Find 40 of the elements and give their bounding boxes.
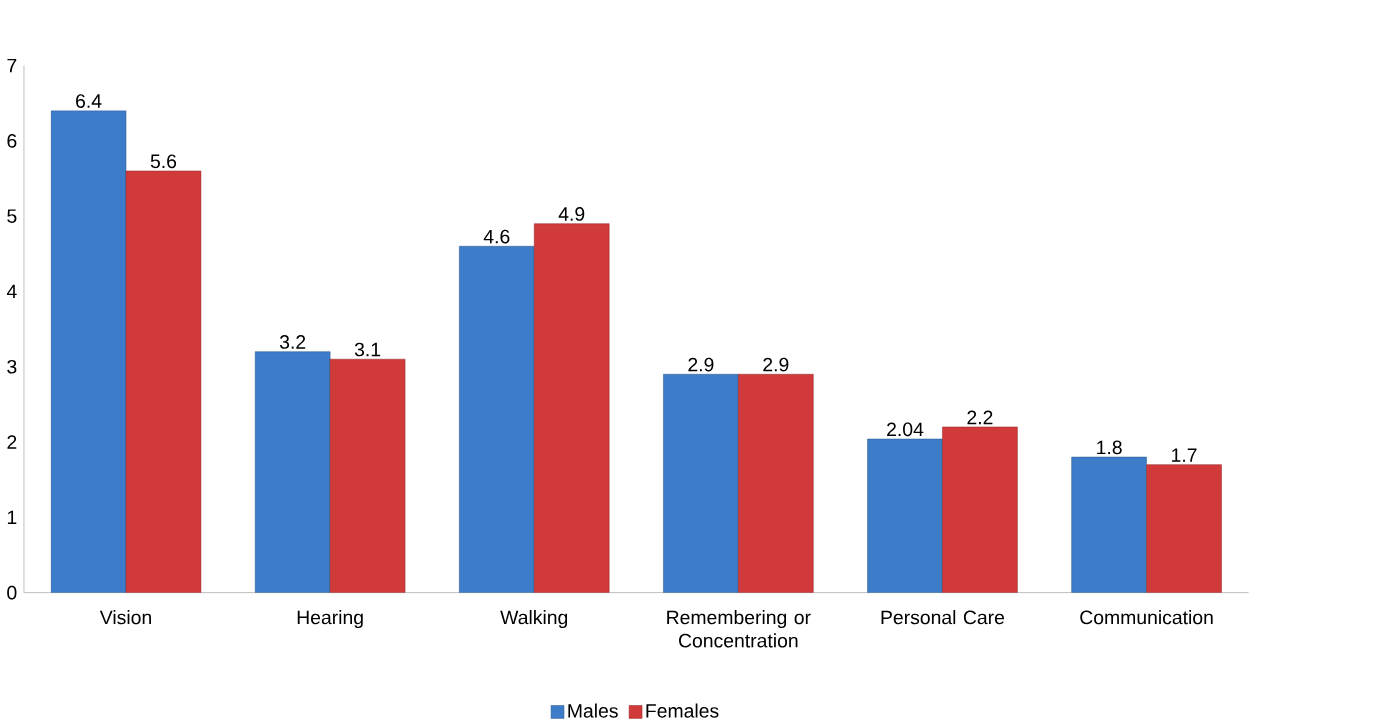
bar — [1146, 464, 1222, 593]
x-tick-label: Remembering or Concentration — [667, 610, 811, 648]
y-tick-label: 3 — [7, 360, 17, 374]
bar — [125, 170, 202, 593]
x-tick-label: Vision — [99, 610, 151, 625]
legend-label: Males — [568, 703, 618, 718]
x-tick-label: Walking — [500, 610, 568, 629]
data-label: 2.9 — [688, 357, 714, 372]
bar — [663, 374, 739, 593]
data-label: 2.04 — [887, 422, 924, 437]
y-tick-label: 1 — [7, 510, 17, 525]
data-label: 5.6 — [150, 154, 177, 169]
bar — [738, 374, 814, 593]
y-tick-label: 7 — [7, 59, 17, 73]
x-tick-label: Communication — [1080, 610, 1213, 625]
bar — [254, 351, 331, 593]
bar — [533, 223, 610, 593]
bar — [329, 359, 406, 593]
bar — [459, 246, 535, 593]
y-tick-label: 6 — [7, 134, 17, 148]
x-tick-label: Hearing — [297, 610, 363, 629]
bar — [50, 110, 127, 593]
data-label: 6.4 — [76, 94, 102, 109]
y-tick-label: 4 — [6, 284, 17, 299]
bar — [867, 438, 943, 593]
bar — [1071, 457, 1147, 593]
legend-label: Females — [646, 703, 719, 718]
data-label: 4.9 — [558, 207, 585, 222]
data-label: 1.7 — [1172, 448, 1197, 462]
data-label: 3.2 — [279, 335, 306, 350]
y-tick-label: 2 — [7, 435, 17, 450]
data-label: 2.2 — [967, 410, 993, 425]
data-label: 2.9 — [763, 357, 789, 372]
data-label: 1.8 — [1097, 440, 1122, 455]
y-tick-label: 5 — [7, 209, 17, 224]
y-tick-label: 0 — [7, 585, 17, 600]
data-label: 4.6 — [483, 229, 510, 244]
x-tick-label: Personal Care — [881, 610, 1005, 625]
data-label: 3.1 — [354, 342, 381, 357]
bar — [942, 426, 1018, 593]
